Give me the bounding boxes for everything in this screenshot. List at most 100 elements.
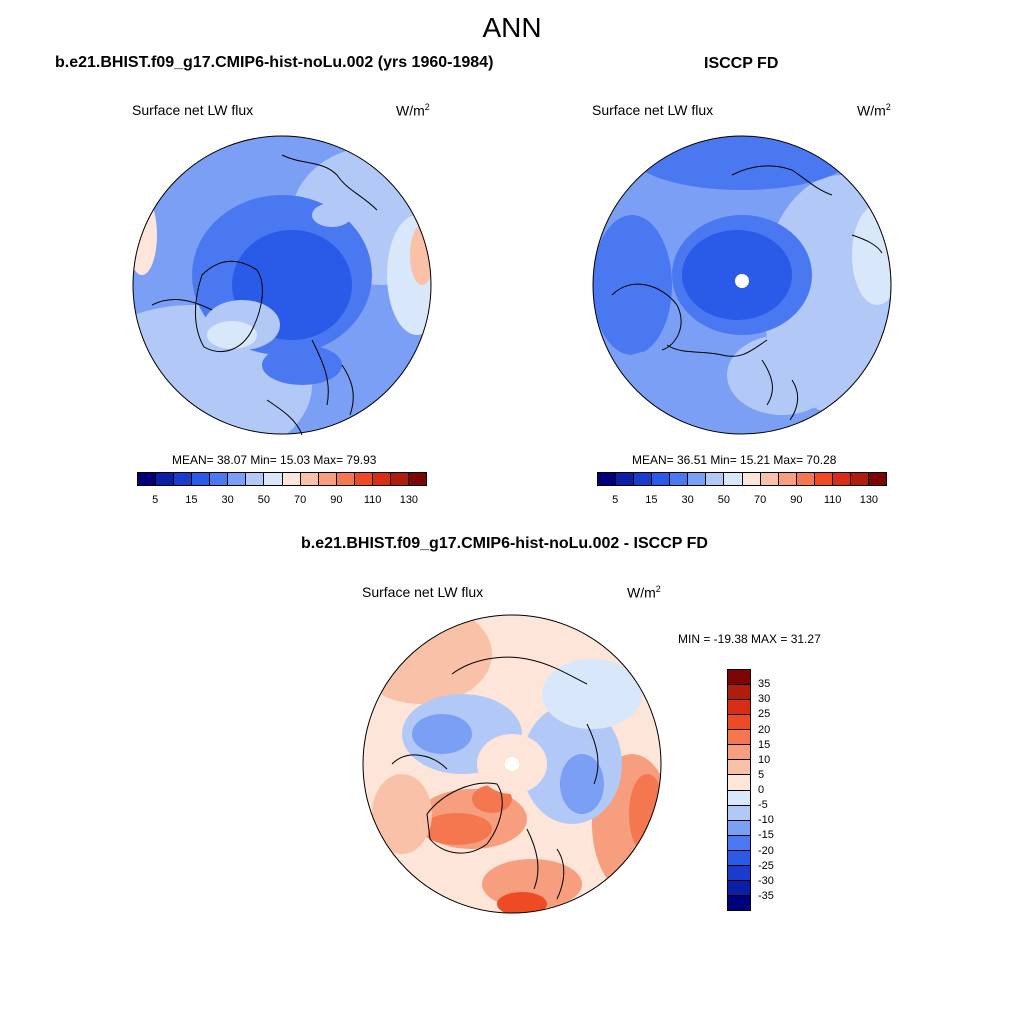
model-colorbar: [137, 472, 427, 486]
diff-colorbar-box: [728, 730, 750, 746]
diff-colorbar-tick-label: 5: [758, 768, 765, 781]
obs-colorbar: [597, 472, 887, 486]
diff-colorbar-box: [728, 850, 750, 866]
obs-panel-title: ISCCP FD: [704, 55, 779, 72]
obs-colorbar-box: [724, 473, 743, 485]
diff-colorbar-box: [728, 790, 750, 806]
obs-colorbar-box: [796, 473, 815, 485]
diff-colorbar-tick-label: -25: [758, 859, 774, 872]
model-colorbar-tick-label: 50: [257, 494, 270, 506]
model-units-label: W/m2: [396, 102, 430, 119]
obs-colorbar-tick-label: 50: [717, 494, 730, 506]
model-variable-label: Surface net LW flux: [132, 102, 254, 118]
model-colorbar-box: [372, 473, 391, 485]
diff-colorbar-box: [728, 820, 750, 836]
model-colorbar-box: [228, 473, 247, 485]
diff-variable-label: Surface net LW flux: [362, 584, 484, 600]
obs-colorbar-tick-label: 130: [859, 494, 879, 506]
diff-colorbar-tick-label: -20: [758, 844, 774, 857]
obs-colorbar-box: [670, 473, 689, 485]
diff-colorbar-tick-label: -35: [758, 889, 774, 902]
model-colorbar-box: [174, 473, 193, 485]
model-colorbar-ticks: 5 15 30 50 70 90 110 130: [137, 494, 427, 508]
diff-colorbar-box: [728, 715, 750, 731]
figure-title: ANN: [482, 12, 542, 43]
model-stats: MEAN= 38.07 Min= 15.03 Max= 79.93: [172, 453, 377, 467]
model-colorbar-box: [156, 473, 175, 485]
model-colorbar-box: [408, 473, 426, 485]
diff-colorbar-box: [728, 700, 750, 716]
diff-colorbar-tick-label: 30: [758, 693, 771, 706]
diff-colorbar-tick-label: -15: [758, 829, 774, 842]
model-colorbar-box: [336, 473, 355, 485]
model-colorbar-box: [246, 473, 265, 485]
obs-colorbar-box: [652, 473, 671, 485]
diff-colorbar-box: [728, 775, 750, 791]
obs-colorbar-box: [814, 473, 833, 485]
diff-colorbar-box: [728, 805, 750, 821]
model-colorbar-tick-label: 30: [221, 494, 234, 506]
obs-colorbar-box: [850, 473, 869, 485]
obs-colorbar-box: [634, 473, 653, 485]
obs-colorbar-tick-label: 90: [790, 494, 803, 506]
diff-colorbar-tick-label: 25: [758, 708, 771, 721]
model-colorbar-box: [282, 473, 301, 485]
diff-colorbar-box: [728, 745, 750, 761]
model-colorbar-tick-label: 110: [363, 494, 382, 506]
model-colorbar-tick-label: 5: [152, 494, 159, 506]
diff-polar-map: [362, 614, 662, 914]
diff-colorbar-box: [728, 760, 750, 776]
diff-colorbar-box: [728, 835, 750, 851]
obs-colorbar-tick-label: 30: [681, 494, 694, 506]
obs-colorbar-box: [688, 473, 707, 485]
obs-colorbar-box: [832, 473, 851, 485]
diff-panel-title: b.e21.BHIST.f09_g17.CMIP6-hist-noLu.002 …: [301, 535, 708, 552]
obs-colorbar-box: [706, 473, 725, 485]
diff-colorbar-box: [728, 895, 750, 910]
diff-colorbar-box: [728, 880, 750, 896]
model-colorbar-box: [210, 473, 229, 485]
model-panel-title: b.e21.BHIST.f09_g17.CMIP6-hist-noLu.002 …: [55, 54, 494, 71]
obs-colorbar-box: [742, 473, 761, 485]
model-colorbar-box: [192, 473, 211, 485]
model-colorbar-box: [300, 473, 319, 485]
obs-variable-label: Surface net LW flux: [592, 102, 714, 118]
diff-colorbar: [727, 669, 751, 911]
diff-colorbar-tick-label: -30: [758, 874, 774, 887]
diff-colorbar-tick-label: 20: [758, 723, 771, 736]
diff-colorbar-tick-label: 15: [758, 738, 771, 751]
diff-colorbar-tick-label: -10: [758, 814, 774, 827]
diff-colorbar-box: [728, 670, 750, 686]
obs-colorbar-tick-label: 5: [612, 494, 619, 506]
model-colorbar-box: [390, 473, 409, 485]
diff-colorbar-tick-label: -5: [758, 799, 768, 812]
model-colorbar-box: [264, 473, 283, 485]
obs-colorbar-tick-label: 70: [754, 494, 767, 506]
obs-colorbar-tick-label: 15: [645, 494, 658, 506]
model-polar-map: [132, 135, 432, 436]
diff-units-label: W/m2: [627, 584, 661, 601]
obs-units-label: W/m2: [857, 102, 891, 119]
obs-polar-map: [592, 135, 892, 435]
obs-colorbar-box: [760, 473, 779, 485]
model-colorbar-box: [318, 473, 337, 485]
obs-colorbar-box: [616, 473, 635, 485]
model-colorbar-box: [138, 473, 157, 485]
diff-colorbar-box: [728, 685, 750, 701]
diff-colorbar-box: [728, 865, 750, 881]
obs-colorbar-box: [598, 473, 617, 485]
model-colorbar-box: [354, 473, 373, 485]
diff-stats: MIN = -19.38 MAX = 31.27: [678, 632, 821, 646]
model-colorbar-tick-label: 15: [185, 494, 198, 506]
obs-colorbar-tick-label: 110: [823, 494, 842, 506]
model-colorbar-tick-label: 70: [294, 494, 307, 506]
obs-stats: MEAN= 36.51 Min= 15.21 Max= 70.28: [632, 453, 837, 467]
model-colorbar-tick-label: 90: [330, 494, 343, 506]
model-colorbar-tick-label: 130: [399, 494, 419, 506]
diff-colorbar-tick-label: 0: [758, 784, 765, 796]
obs-colorbar-box: [868, 473, 886, 485]
obs-colorbar-ticks: 5 15 30 50 70 90 110 130: [597, 494, 887, 508]
obs-colorbar-box: [778, 473, 797, 485]
diff-colorbar-ticks: 35 30 25 20 15 10 5 0 -5 -10 -15 -20 -25 -30 -35: [758, 669, 798, 911]
diff-colorbar-tick-label: 35: [758, 678, 771, 691]
